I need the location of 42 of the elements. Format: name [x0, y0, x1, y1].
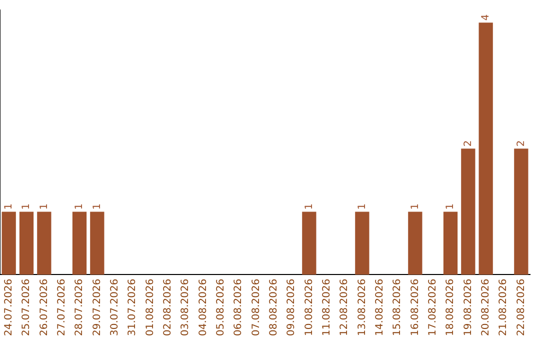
x-tick-label: 12.08.2026 [339, 278, 350, 336]
data-label: 2 [462, 140, 474, 147]
data-label: 1 [3, 203, 14, 210]
x-tick-label: 29.07.2026 [92, 278, 103, 336]
data-label: 1 [92, 203, 103, 210]
x-tick-label: 06.08.2026 [233, 278, 244, 336]
x-tick-label: 25.07.2026 [21, 278, 32, 336]
x-tick-label: 01.08.2026 [144, 278, 156, 336]
x-tick-label: 14.08.2026 [374, 278, 386, 336]
x-tick-label: 20.08.2026 [480, 278, 492, 336]
x-tick-label: 18.08.2026 [445, 278, 456, 336]
x-tick-label: 27.07.2026 [56, 278, 68, 336]
x-tick-label: 09.08.2026 [286, 278, 298, 336]
x-tick-label: 02.08.2026 [162, 278, 174, 336]
data-label: 1 [356, 203, 368, 210]
x-tick-label: 28.07.2026 [74, 278, 86, 336]
x-tick-label: 22.08.2026 [516, 278, 527, 336]
x-tick-label: 11.08.2026 [321, 278, 332, 336]
x-tick-label: 16.08.2026 [410, 278, 421, 336]
data-label: 1 [38, 203, 50, 210]
x-tick-label: 15.08.2026 [392, 278, 404, 336]
x-tick-label: 13.08.2026 [356, 278, 368, 336]
x-tick-label: 07.08.2026 [250, 278, 262, 336]
data-label: 1 [410, 203, 421, 210]
x-tick-label: 08.08.2026 [268, 278, 280, 336]
data-label: 1 [445, 203, 456, 210]
data-label: 1 [304, 203, 315, 210]
x-tick-label: 03.08.2026 [180, 278, 192, 336]
x-tick-label: 21.08.2026 [498, 278, 510, 336]
x-tick-label: 24.07.2026 [3, 278, 14, 336]
x-tick-label: 05.08.2026 [215, 278, 226, 336]
x-tick-label: 04.08.2026 [198, 278, 209, 336]
x-tick-label: 19.08.2026 [462, 278, 474, 336]
data-label: 1 [21, 203, 32, 210]
data-label: 1 [74, 203, 86, 210]
x-tick-label: 31.07.2026 [127, 278, 138, 336]
x-tick-label: 17.08.2026 [427, 278, 438, 336]
x-tick-label: 26.07.2026 [38, 278, 50, 336]
x-tick-label: 30.07.2026 [109, 278, 120, 336]
data-label: 4 [480, 14, 492, 21]
x-tick-label: 10.08.2026 [304, 278, 315, 336]
data-label: 2 [516, 140, 527, 147]
